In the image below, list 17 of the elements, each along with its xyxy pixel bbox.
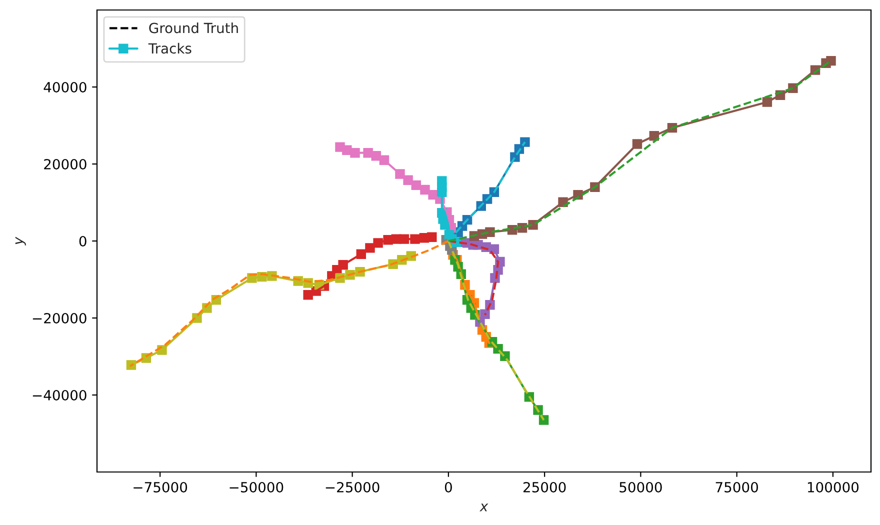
- y-axis-title: y: [15, 236, 26, 246]
- legend-label: Tracks: [148, 42, 192, 54]
- x-tick-label: −25000: [326, 482, 380, 492]
- x-tick-label: 25000: [523, 482, 566, 492]
- x-axis-title: x: [480, 504, 488, 512]
- y-tick-label: 0: [79, 236, 86, 246]
- y-tick-label: −20000: [32, 312, 86, 324]
- x-tick-label: 75000: [716, 482, 758, 492]
- y-tick-label: 20000: [44, 158, 86, 170]
- x-tick-label: 50000: [620, 482, 662, 492]
- y-tick-label: −40000: [32, 390, 86, 400]
- x-tick-label: 0: [444, 482, 452, 492]
- x-tick-label: −50000: [230, 482, 284, 492]
- y-tick-label: 40000: [44, 82, 86, 92]
- x-tick-label: −75000: [134, 482, 188, 492]
- legend-label: Ground Truth: [149, 22, 238, 34]
- x-tick-label: 100000: [808, 482, 859, 492]
